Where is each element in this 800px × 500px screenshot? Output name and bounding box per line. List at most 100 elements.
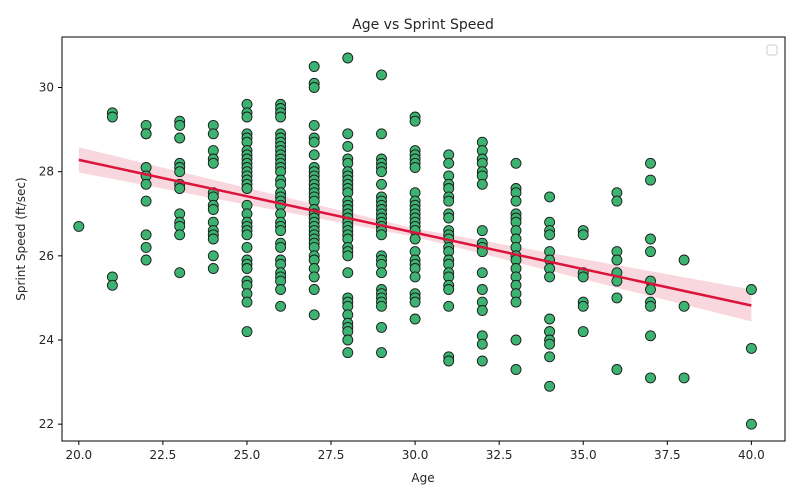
data-point <box>376 229 387 241</box>
data-point <box>577 229 589 241</box>
data-point <box>645 246 656 258</box>
data-point <box>544 313 556 325</box>
data-point <box>611 364 623 375</box>
data-point <box>241 183 253 194</box>
x-tick-label: 32.5 <box>486 448 513 462</box>
data-point <box>443 212 455 224</box>
data-point <box>174 132 186 144</box>
data-point <box>409 313 421 325</box>
data-point <box>275 300 287 312</box>
data-point <box>678 300 690 312</box>
data-point <box>376 166 387 178</box>
data-point <box>241 111 253 123</box>
data-point <box>308 119 320 131</box>
data-point <box>510 364 522 375</box>
data-point <box>106 279 118 291</box>
data-point <box>645 174 656 186</box>
data-point <box>678 372 690 384</box>
data-point <box>140 195 152 207</box>
y-tick-label: 30 <box>39 81 54 95</box>
data-point <box>308 149 320 161</box>
data-point <box>645 372 656 384</box>
data-point <box>645 300 656 312</box>
data-point <box>376 347 387 359</box>
data-point <box>510 157 522 169</box>
data-point <box>174 229 186 241</box>
data-point <box>376 128 387 140</box>
data-point <box>510 195 522 207</box>
data-point <box>678 254 690 266</box>
y-tick-label: 22 <box>39 417 54 431</box>
data-point <box>645 284 656 295</box>
data-point <box>577 271 589 283</box>
chart-title: Age vs Sprint Speed <box>352 17 494 33</box>
data-point <box>476 338 488 350</box>
data-point <box>207 250 219 262</box>
data-point <box>376 69 387 81</box>
x-tick-label: 37.5 <box>654 448 681 462</box>
data-point <box>342 347 354 359</box>
x-axis-ticks: 20.0 22.5 25.0 27.5 30.0 32.5 35.0 37.5 40.0 <box>65 441 765 462</box>
data-point <box>409 271 421 283</box>
data-point <box>241 326 253 338</box>
data-point <box>443 300 455 312</box>
data-point <box>611 292 623 304</box>
x-tick-label: 22.5 <box>150 448 177 462</box>
data-point <box>443 284 455 295</box>
data-point <box>577 326 589 338</box>
x-tick-label: 27.5 <box>318 448 345 462</box>
data-point <box>577 300 589 312</box>
data-point <box>409 296 421 308</box>
data-point <box>275 225 287 237</box>
data-point <box>544 191 556 203</box>
data-point <box>207 263 219 274</box>
data-point <box>544 229 556 241</box>
data-point <box>308 82 320 93</box>
y-tick-label: 26 <box>39 249 54 263</box>
data-point <box>443 157 455 169</box>
data-point <box>476 225 488 237</box>
data-point <box>476 267 488 279</box>
data-point <box>241 241 253 253</box>
data-point <box>476 305 488 316</box>
data-point <box>376 267 387 279</box>
data-point <box>207 157 219 169</box>
data-point <box>745 342 757 354</box>
data-point <box>308 136 320 148</box>
data-point <box>611 195 623 207</box>
data-point <box>275 284 287 295</box>
data-point <box>611 254 623 266</box>
data-point <box>140 241 152 253</box>
data-point <box>241 263 253 274</box>
data-point <box>241 296 253 308</box>
data-point <box>73 220 85 232</box>
data-point <box>308 271 320 283</box>
data-point <box>443 355 455 367</box>
data-point <box>174 267 186 279</box>
x-tick-label: 25.0 <box>234 448 261 462</box>
data-point <box>476 355 488 367</box>
data-point <box>409 162 421 173</box>
data-point <box>342 52 354 64</box>
y-tick-label: 28 <box>39 165 54 179</box>
trend-line-layer <box>78 158 752 307</box>
data-point <box>443 195 455 207</box>
data-point <box>308 284 320 295</box>
y-axis-ticks: 22 24 26 28 30 <box>39 81 62 431</box>
data-point <box>476 178 488 190</box>
data-point <box>174 166 186 178</box>
data-point <box>241 229 253 241</box>
y-tick-label: 24 <box>39 333 54 347</box>
data-point <box>207 233 219 245</box>
data-point <box>745 284 757 295</box>
data-point <box>140 178 152 190</box>
y-axis-title: Sprint Speed (ft/sec) <box>14 177 28 300</box>
plot-frame <box>61 36 786 442</box>
data-point <box>174 183 186 194</box>
data-point <box>106 111 118 123</box>
data-point <box>645 233 656 245</box>
data-point <box>342 250 354 262</box>
data-point <box>140 229 152 241</box>
data-point <box>544 380 556 392</box>
